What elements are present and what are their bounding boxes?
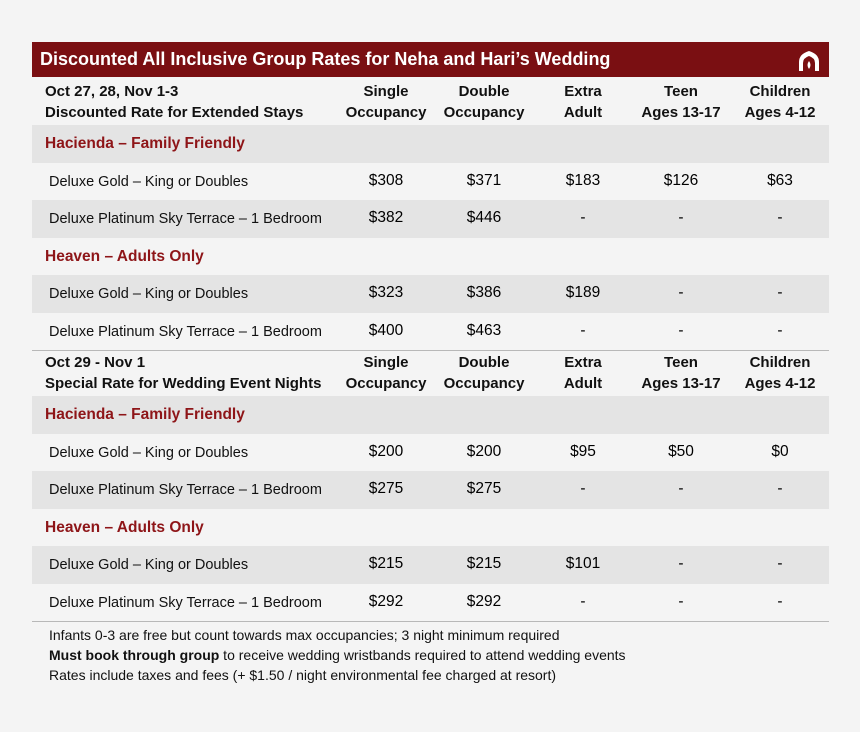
- rate-cell: $183: [565, 171, 601, 189]
- rate-cell: $463: [466, 321, 502, 339]
- rate-cell: -: [678, 284, 684, 301]
- room-type: Deluxe Gold – King or Doubles: [49, 173, 249, 190]
- section-header: Oct 27, 28, Nov 1-3: [45, 83, 179, 100]
- row-band: [32, 471, 829, 509]
- note-line: Rates include taxes and fees (+ $1.50 / …: [49, 667, 556, 683]
- rate-cell: $292: [368, 592, 404, 610]
- row-band: [32, 125, 829, 163]
- room-type: Deluxe Platinum Sky Terrace – 1 Bedroom: [49, 482, 322, 498]
- section-header: Oct 29 - Nov 1: [45, 354, 146, 371]
- rate-cell: -: [580, 480, 586, 497]
- room-type: Deluxe Platinum Sky Terrace – 1 Bedroom: [49, 594, 322, 611]
- group-heading: Hacienda – Family Friendly: [45, 406, 245, 423]
- rate-cell: -: [777, 480, 783, 497]
- group-heading: Hacienda – Family Friendly: [45, 135, 245, 152]
- rate-cell: -: [678, 209, 684, 226]
- rate-cell: $308: [368, 171, 404, 189]
- rate-cell: -: [678, 321, 684, 339]
- rate-cell: -: [678, 555, 684, 572]
- room-type: Deluxe Platinum Sky Terrace – 1 Bedroom: [49, 211, 322, 227]
- rate-cell: $386: [466, 284, 502, 301]
- column-header: Occupancy: [443, 375, 525, 392]
- section-header: Special Rate for Wedding Event Nights: [45, 375, 322, 392]
- row-band: [32, 275, 829, 313]
- row-band: [32, 200, 829, 238]
- section-divider: [32, 350, 829, 351]
- column-header: Extra: [564, 83, 602, 100]
- rate-cell: -: [777, 321, 783, 339]
- column-header: Occupancy: [345, 104, 427, 121]
- rate-cell: $215: [466, 555, 502, 572]
- rate-cell: $400: [368, 321, 404, 339]
- rate-cell: $292: [466, 592, 502, 610]
- rate-cell: -: [580, 209, 586, 226]
- rate-cell: $200: [368, 442, 404, 460]
- rate-cell: $126: [663, 171, 699, 189]
- room-type: Deluxe Platinum Sky Terrace – 1 Bedroom: [49, 323, 322, 340]
- column-header: Ages 13-17: [641, 104, 721, 121]
- title-bar: [32, 42, 829, 77]
- group-heading: Heaven – Adults Only: [45, 247, 204, 265]
- rate-cell: -: [777, 555, 783, 572]
- column-header: Adult: [563, 375, 603, 392]
- rate-cell: $382: [368, 209, 404, 226]
- column-header: Children: [749, 83, 811, 100]
- rate-cell: -: [678, 592, 684, 610]
- rate-cell: $0: [771, 442, 789, 460]
- room-type: Deluxe Gold – King or Doubles: [49, 557, 249, 573]
- column-header: Double: [458, 83, 510, 100]
- column-header: Ages 13-17: [641, 375, 721, 392]
- column-header: Occupancy: [345, 375, 427, 392]
- row-band: [32, 546, 829, 584]
- section-header: Discounted Rate for Extended Stays: [45, 104, 304, 121]
- note-text: Infants 0-3 are free but count towards m…: [49, 627, 560, 643]
- rate-cell: $275: [466, 480, 502, 497]
- rate-cell: $63: [767, 171, 793, 189]
- rate-cell: $50: [668, 442, 694, 460]
- row-band: [32, 396, 829, 434]
- rate-cell: -: [777, 284, 783, 301]
- rate-cell: -: [580, 592, 586, 610]
- title: Discounted All Inclusive Group Rates for…: [40, 49, 611, 69]
- rate-cell: -: [580, 321, 586, 339]
- room-type: Deluxe Gold – King or Doubles: [49, 444, 249, 461]
- group-heading: Heaven – Adults Only: [45, 518, 204, 536]
- column-header: Single: [363, 354, 409, 371]
- rate-cell: $323: [368, 284, 404, 301]
- column-header: Teen: [664, 83, 698, 100]
- column-header: Teen: [664, 354, 698, 371]
- note-line: Must book through group to receive weddi…: [49, 647, 626, 663]
- column-header: Children: [749, 354, 811, 371]
- rate-cell: -: [678, 480, 684, 497]
- room-type: Deluxe Gold – King or Doubles: [49, 286, 249, 302]
- rate-cell: $101: [565, 555, 601, 572]
- rate-cell: $189: [565, 284, 601, 301]
- column-header: Ages 4-12: [744, 375, 816, 392]
- rate-cell: $95: [570, 442, 596, 460]
- column-header: Adult: [563, 104, 603, 121]
- rate-cell: $200: [466, 442, 502, 460]
- column-header: Single: [363, 83, 409, 100]
- column-header: Occupancy: [443, 104, 525, 121]
- rate-cell: -: [777, 592, 783, 610]
- column-header: Double: [458, 354, 510, 371]
- note-text: Must book through group: [49, 647, 220, 663]
- rate-cell: -: [777, 209, 783, 226]
- note-line: Infants 0-3 are free but count towards m…: [49, 627, 559, 643]
- rate-cell: $275: [368, 480, 404, 497]
- logo-icon: [799, 51, 819, 71]
- rate-cell: $446: [466, 209, 502, 226]
- column-header: Ages 4-12: [744, 104, 816, 121]
- note-text: Rates include taxes and fees (+ $1.50 / …: [49, 667, 557, 683]
- rate-cell: $215: [368, 555, 404, 572]
- table-bottom-rule: [32, 621, 829, 622]
- column-header: Extra: [564, 354, 602, 371]
- note-text: to receive wedding wristbands required t…: [219, 647, 626, 663]
- rate-cell: $371: [466, 171, 502, 189]
